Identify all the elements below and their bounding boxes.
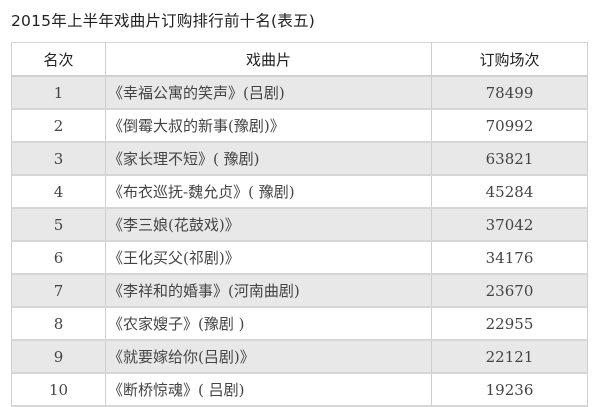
table-row: 3 《家长理不短》( 豫剧) 63821 bbox=[11, 142, 588, 176]
rank-cell: 5 bbox=[11, 208, 106, 242]
count-cell: 78499 bbox=[431, 76, 588, 110]
name-cell: 《断桥惊魂》( 吕剧) bbox=[105, 373, 432, 407]
header-rank: 名次 bbox=[11, 42, 106, 77]
table-row: 2 《倒霉大叔的新事(豫剧)》 70992 bbox=[11, 109, 588, 143]
table-row: 8 《农家嫂子》(豫剧 ) 22955 bbox=[11, 307, 588, 341]
count-cell: 23670 bbox=[431, 274, 588, 308]
count-cell: 70992 bbox=[431, 109, 588, 143]
table-row: 1 《幸福公寓的笑声》(吕剧) 78499 bbox=[11, 76, 588, 110]
name-cell: 《李三娘(花鼓戏)》 bbox=[105, 208, 432, 242]
table-row: 5 《李三娘(花鼓戏)》 37042 bbox=[11, 208, 588, 242]
name-cell: 《王化买父(祁剧)》 bbox=[105, 241, 432, 275]
count-cell: 34176 bbox=[431, 241, 588, 275]
rank-cell: 4 bbox=[11, 175, 106, 209]
header-name: 戏曲片 bbox=[105, 42, 432, 77]
rank-cell: 6 bbox=[11, 241, 106, 275]
table-row: 6 《王化买父(祁剧)》 34176 bbox=[11, 241, 588, 275]
count-cell: 19236 bbox=[431, 373, 588, 407]
name-cell: 《农家嫂子》(豫剧 ) bbox=[105, 307, 432, 341]
table-row: 7 《李祥和的婚事》(河南曲剧) 23670 bbox=[11, 274, 588, 308]
rank-cell: 9 bbox=[11, 340, 106, 374]
ranking-table: 名次 戏曲片 订购场次 1 《幸福公寓的笑声》(吕剧) 78499 2 《倒霉大叔的新事… bbox=[11, 42, 588, 407]
rank-cell: 7 bbox=[11, 274, 106, 308]
rank-cell: 8 bbox=[11, 307, 106, 341]
table-title: 2015年上半年戏曲片订购排行前十名(表五) bbox=[11, 12, 315, 30]
rank-cell: 2 bbox=[11, 109, 106, 143]
name-cell: 《幸福公寓的笑声》(吕剧) bbox=[105, 76, 432, 110]
count-cell: 22121 bbox=[431, 340, 588, 374]
name-cell: 《倒霉大叔的新事(豫剧)》 bbox=[105, 109, 432, 143]
name-cell: 《家长理不短》( 豫剧) bbox=[105, 142, 432, 176]
name-cell: 《布衣巡抚-魏允贞》( 豫剧) bbox=[105, 175, 432, 209]
rank-cell: 10 bbox=[11, 373, 106, 407]
count-cell: 63821 bbox=[431, 142, 588, 176]
name-cell: 《李祥和的婚事》(河南曲剧) bbox=[105, 274, 432, 308]
table-row: 4 《布衣巡抚-魏允贞》( 豫剧) 45284 bbox=[11, 175, 588, 209]
rank-cell: 1 bbox=[11, 76, 106, 110]
header-count: 订购场次 bbox=[431, 42, 588, 77]
count-cell: 45284 bbox=[431, 175, 588, 209]
name-cell: 《就要嫁给你(吕剧)》 bbox=[105, 340, 432, 374]
table-row: 10 《断桥惊魂》( 吕剧) 19236 bbox=[11, 373, 588, 407]
table-row: 9 《就要嫁给你(吕剧)》 22121 bbox=[11, 340, 588, 374]
count-cell: 22955 bbox=[431, 307, 588, 341]
header-row: 名次 戏曲片 订购场次 bbox=[11, 42, 588, 77]
rank-cell: 3 bbox=[11, 142, 106, 176]
count-cell: 37042 bbox=[431, 208, 588, 242]
